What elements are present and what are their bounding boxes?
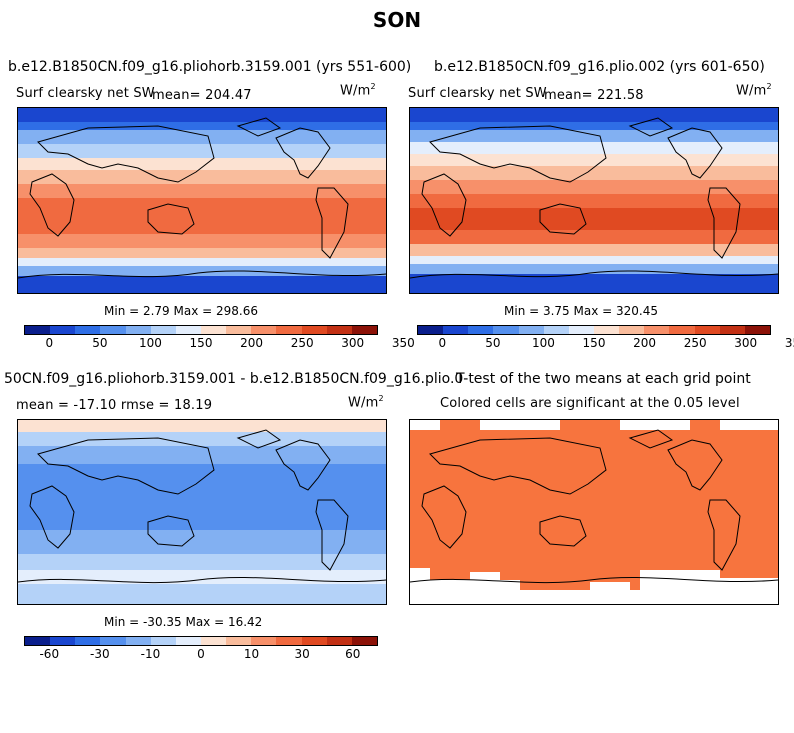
colorbar-tick-label: 50: [485, 336, 501, 350]
colorbar-tick-label: 250: [683, 336, 707, 350]
panel-2-map-field: [410, 108, 778, 293]
panel-2-stats: Min = 3.75 Max = 320.45: [504, 304, 658, 318]
colorbar-swatch: [644, 326, 670, 334]
colorbar-swatch: [468, 326, 494, 334]
panel-3-stats: Min = -30.35 Max = 16.42: [104, 615, 263, 629]
colorbar-swatch: [251, 326, 277, 334]
colorbar-swatch: [251, 637, 277, 645]
colorbar-tick-label: -30: [90, 647, 110, 661]
panel-1-stats: Min = 2.79 Max = 298.66: [104, 304, 258, 318]
colorbar-swatch: [719, 326, 745, 334]
panel-1-map-field: [18, 108, 386, 293]
colorbar-swatch: [593, 326, 620, 334]
colorbar-swatch: [200, 637, 227, 645]
panel-4-map: [409, 419, 779, 605]
colorbar-swatch: [568, 326, 594, 334]
panel-4-title: T-test of the two means at each grid poi…: [456, 371, 751, 387]
colorbar-tick-label: -10: [140, 647, 161, 661]
colorbar-tick-label: 150: [582, 336, 606, 350]
colorbar-tick-label: 10: [243, 647, 260, 661]
colorbar-tick-label: 30: [294, 647, 310, 661]
colorbar-tick-label: 0: [197, 647, 205, 661]
colorbar-swatch: [50, 637, 76, 645]
colorbar-swatch: [744, 326, 770, 334]
colorbar-swatch: [175, 637, 201, 645]
colorbar-tick-label: 200: [633, 336, 657, 350]
colorbar-tick-label: 50: [92, 336, 108, 350]
panel-3-map: [17, 419, 387, 605]
colorbar-swatch: [518, 326, 544, 334]
colorbar-tick-label: 200: [240, 336, 264, 350]
panel-4-map-field: [410, 420, 778, 604]
colorbar-swatch: [418, 326, 444, 334]
colorbar-swatch: [75, 326, 101, 334]
colorbar-tick-label: 100: [138, 336, 162, 350]
colorbar-swatch: [619, 326, 645, 334]
panel-1-mean-label: mean= 204.47: [152, 88, 252, 103]
colorbar-tick-label: 350: [784, 336, 794, 350]
colorbar-tick-label: 60: [345, 647, 361, 661]
colorbar-swatch: [25, 326, 51, 334]
colorbar-swatch: [100, 326, 126, 334]
colorbar-swatch: [326, 326, 352, 334]
colorbar-swatch: [493, 326, 519, 334]
panel-3-stats-label: mean = -17.10 rmse = 18.19: [16, 398, 213, 413]
panel-2-title: b.e12.B1850CN.f09_g16.plio.002 (yrs 601-…: [434, 59, 765, 75]
colorbar-swatch: [276, 637, 302, 645]
panel-2-units: W/m2: [736, 82, 772, 99]
panel-3-units: W/m2: [348, 394, 384, 411]
colorbar-swatch: [694, 326, 720, 334]
colorbar-swatch: [125, 637, 151, 645]
colorbar-swatch: [443, 326, 469, 334]
colorbar-tick-label: 300: [341, 336, 365, 350]
panel-1-map: [17, 107, 387, 294]
colorbar-tick-label: -60: [39, 647, 60, 661]
panel-2-variable-label: Surf clearsky net SW: [408, 86, 547, 101]
panel-1-units: W/m2: [340, 82, 376, 99]
colorbar-swatch: [150, 326, 176, 334]
colorbar-swatch: [226, 326, 252, 334]
panel-2-mean-label: mean= 221.58: [544, 88, 644, 103]
panel-4-subtitle: Colored cells are significant at the 0.0…: [440, 396, 740, 411]
colorbar-swatch: [351, 326, 377, 334]
colorbar-swatch: [351, 637, 377, 645]
colorbar-2-ticks: 0 50 100 150 200 250 300 350: [417, 336, 794, 352]
colorbar-swatch: [276, 326, 302, 334]
colorbar-swatch: [301, 637, 327, 645]
colorbar-swatch: [150, 637, 176, 645]
page-title: SON: [372, 8, 422, 32]
colorbar-swatch: [200, 326, 227, 334]
colorbar-swatch: [543, 326, 569, 334]
colorbar-tick-label: 150: [189, 336, 213, 350]
colorbar-tick-label: 0: [438, 336, 447, 350]
colorbar-2: [417, 325, 771, 335]
colorbar-swatch: [100, 637, 126, 645]
panel-3-map-field: [18, 420, 386, 604]
colorbar-swatch: [175, 326, 201, 334]
colorbar-swatch: [50, 326, 76, 334]
colorbar-3-ticks: -60 -30 -10 0 10 30 60: [24, 647, 378, 663]
colorbar-tick-label: 100: [531, 336, 555, 350]
colorbar-swatch: [25, 637, 51, 645]
colorbar-tick-label: 300: [734, 336, 758, 350]
panel-3-title: 50CN.f09_g16.pliohorb.3159.001 - b.e12.B…: [4, 371, 464, 387]
panel-2-map: [409, 107, 779, 294]
colorbar-swatch: [125, 326, 151, 334]
colorbar-swatch: [226, 637, 252, 645]
panel-1-title: b.e12.B1850CN.f09_g16.pliohorb.3159.001 …: [8, 59, 412, 75]
colorbar-1: [24, 325, 378, 335]
colorbar-swatch: [301, 326, 327, 334]
colorbar-swatch: [669, 326, 695, 334]
colorbar-tick-label: 250: [290, 336, 314, 350]
colorbar-tick-label: 0: [45, 336, 54, 350]
colorbar-1-ticks: 0 50 100 150 200 250 300 350: [24, 336, 414, 352]
colorbar-tick-label: 350: [391, 336, 415, 350]
colorbar-swatch: [326, 637, 352, 645]
colorbar-3: [24, 636, 378, 646]
colorbar-swatch: [75, 637, 101, 645]
panel-1-variable-label: Surf clearsky net SW: [16, 86, 155, 101]
